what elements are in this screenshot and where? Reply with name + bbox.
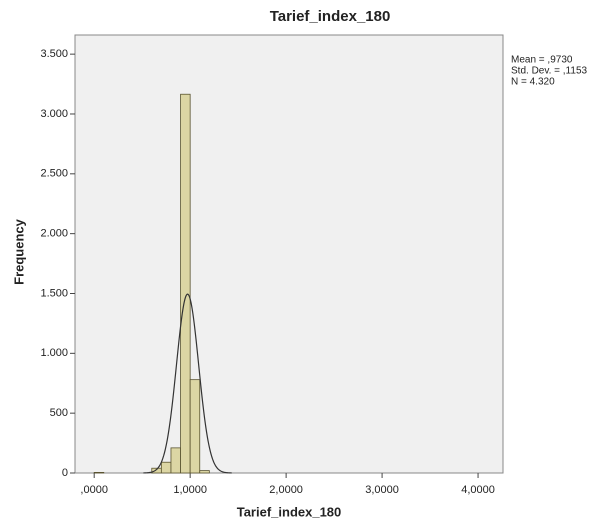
- x-tick-label: 3,0000: [365, 484, 399, 496]
- y-tick-label: 3.500: [40, 48, 68, 60]
- stat-label: Std. Dev. = ,1153: [511, 66, 588, 77]
- x-tick-label: 4,0000: [461, 484, 495, 496]
- y-tick-label: 2.500: [40, 168, 68, 180]
- y-tick-label: 1.500: [40, 287, 68, 299]
- bar: [93, 472, 105, 474]
- y-tick-label: 3.000: [40, 108, 68, 120]
- bar: [180, 93, 191, 474]
- x-tick-label: 2,0000: [269, 484, 303, 496]
- bar: [160, 461, 172, 474]
- bar: [189, 379, 201, 474]
- stat-label: N = 4.320: [511, 77, 555, 88]
- stat-label: Mean = ,9730: [511, 55, 573, 66]
- chart-title: Tarief_index_180: [270, 8, 391, 25]
- x-tick-label: ,0000: [80, 484, 108, 496]
- normal-curve: [143, 293, 232, 474]
- y-axis-title: Frequency: [11, 218, 26, 285]
- x-axis-title: Tarief_index_180: [237, 504, 342, 519]
- bar: [170, 447, 181, 474]
- plot-area: [74, 34, 504, 474]
- y-tick-label: 500: [50, 407, 68, 419]
- y-tick-label: 1.000: [40, 347, 68, 359]
- bar: [199, 470, 210, 474]
- y-tick-label: 0: [62, 467, 68, 479]
- y-tick-label: 2.000: [40, 228, 68, 240]
- x-tick-label: 1,0000: [173, 484, 207, 496]
